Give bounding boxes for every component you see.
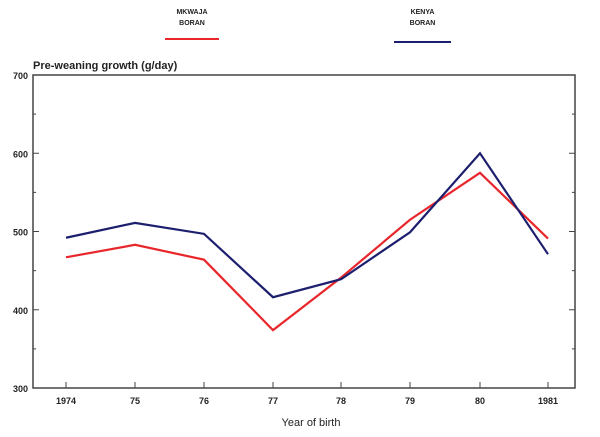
y-tick-label: 600 bbox=[13, 149, 28, 159]
x-tick-label: 77 bbox=[268, 396, 278, 406]
series-line-1 bbox=[65, 151, 549, 299]
y-axis: 300 400 500 600 700 bbox=[13, 71, 575, 394]
x-tick-label: 1974 bbox=[56, 396, 76, 406]
x-axis-label: Year of birth bbox=[282, 417, 341, 429]
y-tick-label: 700 bbox=[13, 71, 28, 81]
x-tick-label: 76 bbox=[199, 396, 209, 406]
x-tick-label: 1981 bbox=[538, 396, 558, 406]
legend-label-line2: BORAN bbox=[410, 20, 436, 27]
legend-label-line1: MKWAJA bbox=[176, 9, 207, 16]
x-tick-label: 79 bbox=[405, 396, 415, 406]
x-tick-label: 78 bbox=[336, 396, 346, 406]
legend: MKWAJA BORAN KENYA BORAN bbox=[165, 9, 451, 43]
series-group bbox=[65, 151, 549, 332]
x-axis: 1974 75 76 77 78 79 80 1981 bbox=[56, 382, 558, 406]
y-tick-label: 300 bbox=[13, 384, 28, 394]
x-tick-label: 75 bbox=[130, 396, 140, 406]
plot-frame bbox=[32, 74, 576, 389]
y-tick-label: 500 bbox=[13, 228, 28, 238]
legend-label-line2: BORAN bbox=[179, 20, 205, 27]
y-axis-label: Pre-weaning growth (g/day) bbox=[33, 60, 178, 72]
y-tick-label: 400 bbox=[13, 306, 28, 316]
legend-label-line1: KENYA bbox=[411, 9, 435, 16]
series-line-0 bbox=[65, 171, 549, 332]
x-tick-label: 80 bbox=[475, 396, 485, 406]
